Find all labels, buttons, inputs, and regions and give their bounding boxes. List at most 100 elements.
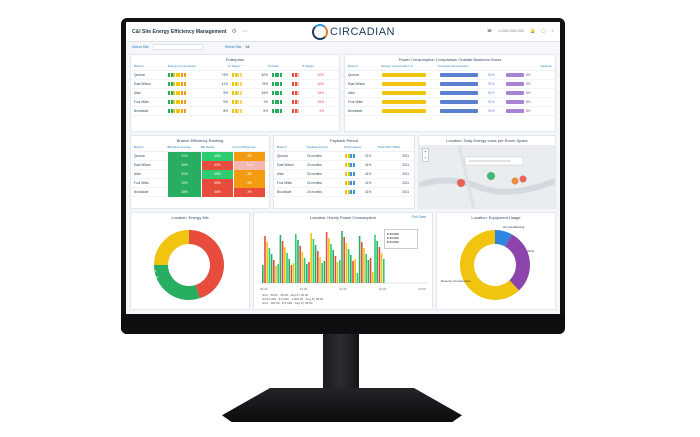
phone-icon[interactable]: ☎ — [486, 28, 492, 33]
forecast-value: 91% — [488, 82, 495, 86]
hourly-bar — [317, 251, 319, 283]
payback-value: 24 months — [307, 181, 322, 185]
table-row[interactable]: Brookdale 91% 8% — [345, 107, 555, 116]
peak-value: 40% — [317, 73, 324, 77]
map-marker — [519, 175, 527, 183]
top-bar: C&I Site Energy Efficiency Management ⚙ … — [126, 22, 560, 42]
x-tick: 00:00 — [299, 287, 308, 291]
branch-name: Alice — [348, 91, 355, 95]
legend-entry: Grid · 100.00 · $ 5,000 · Aug 8 | 09:00 — [262, 301, 313, 305]
table-row[interactable]: Alice 91% 8% — [345, 89, 555, 98]
donut-slice — [504, 234, 530, 291]
hourly-bar — [336, 262, 339, 283]
tooltip-row: $ 33,000 — [387, 232, 399, 236]
bar-segments — [168, 109, 212, 113]
table-row[interactable]: Brookdale 8% 5% 5% — [131, 107, 339, 116]
map-panel: Location: Daily Energy costs per Room Sp… — [418, 135, 556, 209]
equip-label-2: Other — [527, 249, 535, 253]
zoom-out-button[interactable]: − — [424, 155, 427, 160]
bar-segments — [168, 100, 212, 104]
table-row[interactable]: Four Miles 9% 1% 25% — [131, 98, 339, 107]
efficiency-ranking-title: Branch Efficiency Ranking — [176, 138, 224, 143]
hourly-bar — [270, 254, 273, 283]
hourly-bar — [281, 241, 284, 283]
col-branch: Branch — [277, 145, 287, 149]
table-row[interactable]: East Wilson 41% 79% 40% — [131, 80, 339, 89]
logo-ring-icon — [312, 24, 328, 40]
branch-name: East Wilson — [134, 82, 151, 86]
forecast-bar — [440, 73, 478, 77]
map-zoom-control[interactable]: + − — [422, 148, 429, 162]
chart-tooltip: $ 33,000 $ 33,000 $ 33,000 — [384, 229, 418, 249]
hourly-bar — [279, 235, 282, 283]
hourly-bar — [301, 252, 304, 283]
map-canvas[interactable] — [419, 145, 555, 209]
table-row[interactable]: Alice 9% 45% 45% — [131, 89, 339, 98]
bar-segments — [168, 73, 212, 77]
table-row[interactable]: Quezon 24 months 21% 2011 — [274, 152, 414, 161]
table-row[interactable]: Four Miles 24 months 41% 2011 — [274, 179, 414, 188]
energy-value: 9% — [223, 100, 228, 104]
bar-segments — [232, 73, 254, 77]
user-icon[interactable]: ◯ — [541, 28, 546, 33]
energy-bar — [382, 82, 426, 86]
rank-avg-cell: 10% — [168, 178, 202, 188]
table-row[interactable]: Quezon 91% 8% — [345, 71, 555, 80]
full-data-link[interactable]: Full Data — [411, 215, 426, 219]
hourly-bar — [350, 255, 352, 283]
hourly-bar — [367, 260, 370, 283]
filter-b-label: Select Site — [224, 45, 242, 49]
monitor-chin — [121, 314, 565, 334]
ranks-cell: 45% — [202, 169, 234, 179]
settings-icon[interactable]: ⚙ — [231, 29, 237, 35]
hourly-bar — [369, 258, 372, 283]
zoom-in-button[interactable]: + — [424, 149, 427, 154]
enterprise-title: Enterprise — [225, 57, 245, 62]
table-row[interactable]: East Wilson 24 months 41% 2011 — [274, 161, 414, 170]
menu-icon[interactable]: ≡ — [551, 28, 554, 33]
hourly-bar — [268, 248, 271, 283]
branch-name: East Wilson — [134, 163, 151, 167]
monitor-stand-foot — [222, 388, 462, 422]
donut-slice — [154, 264, 200, 300]
ranks-cell: 46% — [202, 178, 234, 188]
hourly-bar — [328, 238, 330, 283]
hourly-bar — [306, 264, 308, 283]
donut-slice — [460, 230, 519, 300]
enterprise-header: Branch Energy Consumption % Target ^ % P… — [131, 62, 339, 71]
bar-segments — [168, 91, 212, 95]
hourly-bar — [277, 264, 279, 283]
total-value: 2011 — [402, 190, 409, 194]
x-axis-ticks: 00:00 00:00 01:00 02:00 03:00 — [260, 287, 426, 291]
share-icon[interactable]: ⋯ — [241, 29, 248, 35]
variance-value: 8% — [526, 100, 531, 104]
table-row[interactable]: Quezon 73% 62% 40% — [131, 71, 339, 80]
table-row[interactable]: East Wilson 91% 9% — [345, 80, 555, 89]
hourly-bar — [297, 240, 299, 283]
table-row[interactable]: Brookdale 28% 46% 3% — [131, 187, 269, 197]
table-row[interactable]: Brookdale 24 months 41% 2011 — [274, 188, 414, 197]
hourly-bar — [312, 239, 315, 283]
table-row[interactable]: Alice 24 months 41% 2011 — [274, 170, 414, 179]
filter-c-value[interactable]: All — [245, 45, 250, 49]
forecast-value: 91% — [488, 91, 495, 95]
col-performance: Performance — [344, 145, 362, 149]
hourly-bar — [330, 244, 332, 283]
forecast-bar — [440, 109, 478, 113]
brand-logo: CIRCADIAN — [312, 24, 395, 40]
hourly-bar — [323, 261, 326, 283]
app-title: C&I Site Energy Efficiency Management — [132, 28, 227, 35]
branch-name: Alice — [277, 172, 284, 176]
filter-a-input[interactable] — [152, 44, 203, 50]
payback-value: 24 months — [307, 163, 322, 167]
hourly-bar — [358, 236, 361, 283]
peak-value: 40% — [317, 82, 324, 86]
hourly-bar — [380, 253, 383, 283]
bar-segments — [232, 82, 254, 86]
total-value: 2011 — [402, 163, 409, 167]
map-marker — [511, 177, 519, 185]
rank-avg-cell: 28% — [168, 187, 202, 197]
col-payback: Payback Period — [306, 145, 328, 149]
bell-icon[interactable]: 🔔 — [530, 28, 536, 33]
table-row[interactable]: Four Miles 91% 8% — [345, 98, 555, 107]
